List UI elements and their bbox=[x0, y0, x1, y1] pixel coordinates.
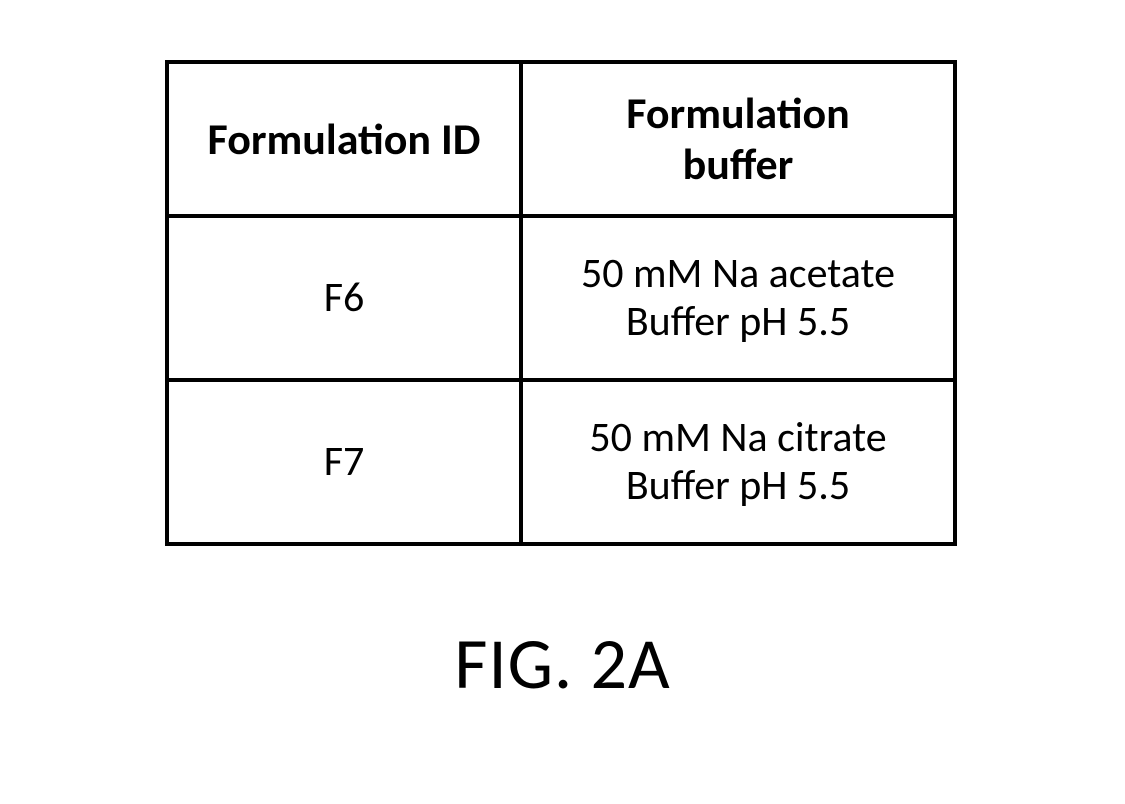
table-row: F7 50 mM Na citrateBuffer pH 5.5 bbox=[167, 380, 955, 544]
figure-wrapper: Formulation ID Formulationbuffer F6 50 m… bbox=[0, 0, 1125, 804]
table-header-row: Formulation ID Formulationbuffer bbox=[167, 62, 955, 216]
table-row: F6 50 mM Na acetateBuffer pH 5.5 bbox=[167, 216, 955, 380]
figure-caption: FIG. 2A bbox=[0, 620, 1125, 708]
cell-formulation-buffer: 50 mM Na acetateBuffer pH 5.5 bbox=[521, 216, 955, 380]
col-header-formulation-buffer: Formulationbuffer bbox=[521, 62, 955, 216]
cell-formulation-id: F7 bbox=[167, 380, 521, 544]
col-header-formulation-id: Formulation ID bbox=[167, 62, 521, 216]
formulation-table: Formulation ID Formulationbuffer F6 50 m… bbox=[165, 60, 957, 546]
cell-formulation-buffer: 50 mM Na citrateBuffer pH 5.5 bbox=[521, 380, 955, 544]
cell-formulation-id: F6 bbox=[167, 216, 521, 380]
